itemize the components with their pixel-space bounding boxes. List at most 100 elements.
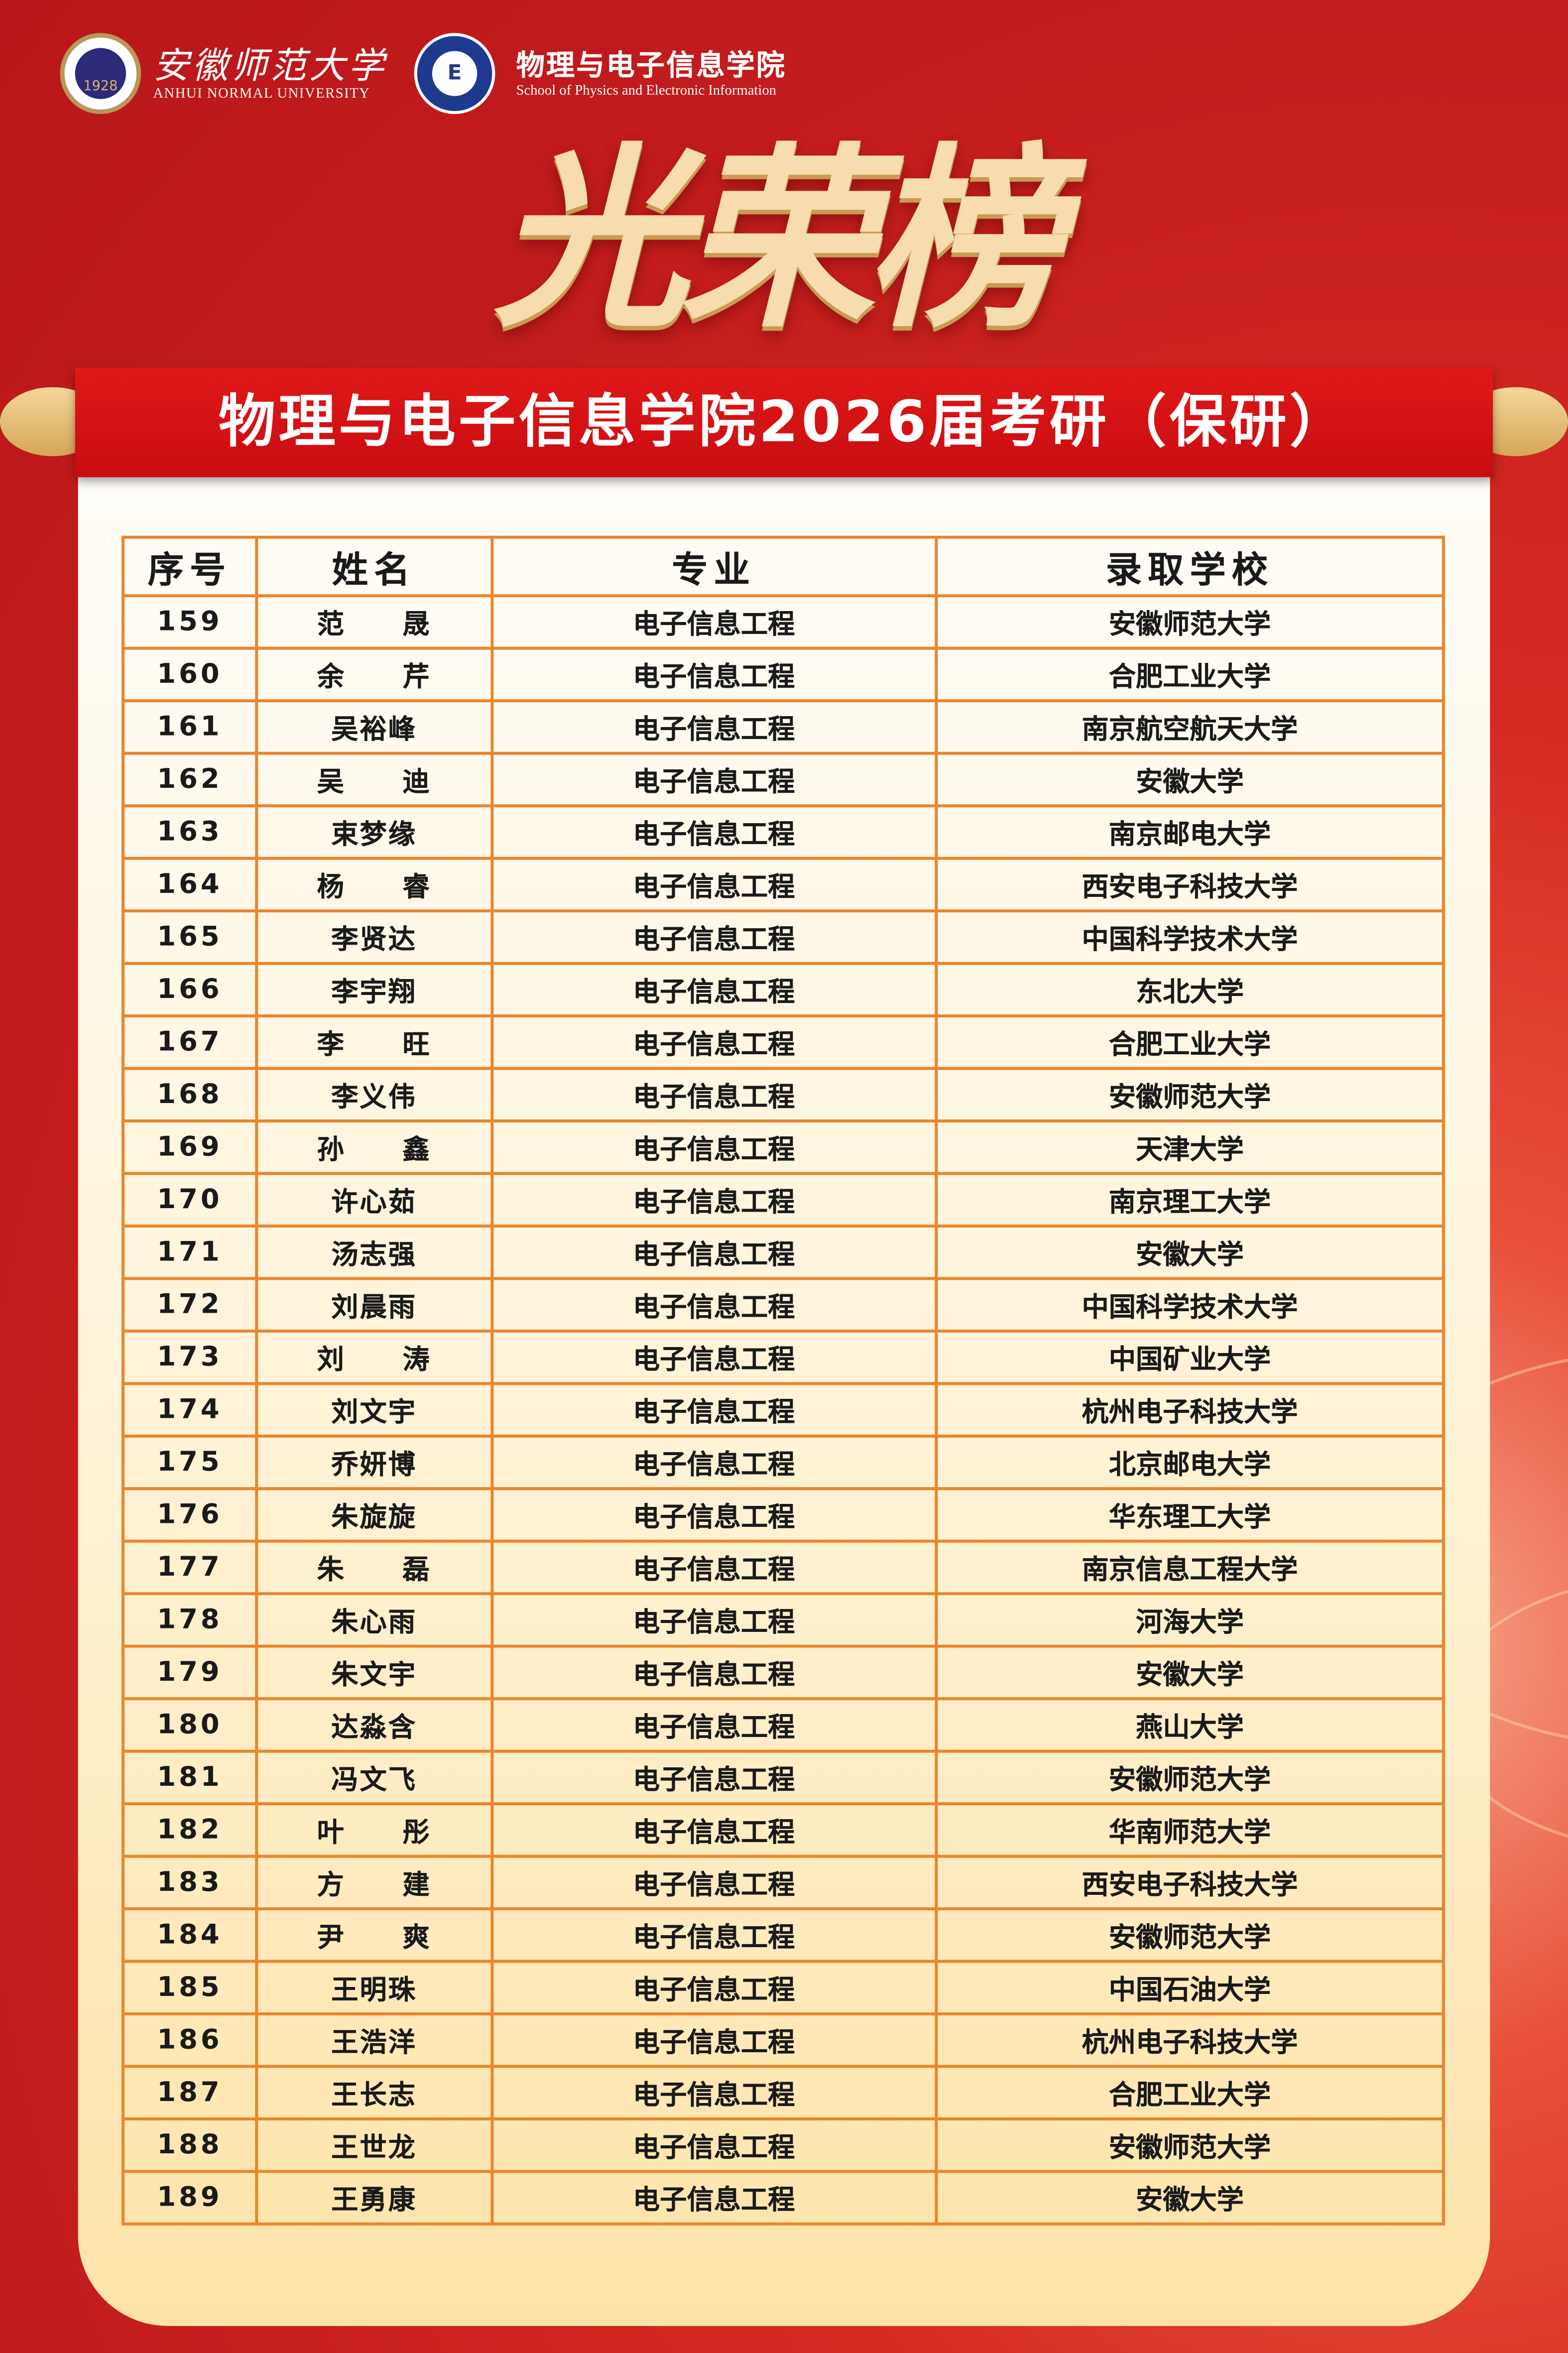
cell-name: 杨 睿	[254, 857, 493, 913]
cell-major: 电子信息工程	[490, 1907, 938, 1963]
cell-school: 天津大学	[934, 1119, 1445, 1175]
table-row: 172 刘晨雨 电子信息工程 中国科学技术大学	[121, 1277, 1445, 1333]
cell-major: 电子信息工程	[490, 1277, 938, 1333]
table-row: 166 李宇翔 电子信息工程 东北大学	[121, 962, 1445, 1018]
table-row: 162 吴 迪电子信息工程 安徽大学	[121, 751, 1445, 808]
header-school: 录取学校	[934, 535, 1445, 598]
cell-school: 南京邮电大学	[934, 804, 1445, 860]
table-row: 168 李义伟 电子信息工程 安徽师范大学	[121, 1067, 1445, 1123]
cell-school: 合肥工业大学	[934, 646, 1445, 703]
cell-school: 合肥工业大学	[934, 2065, 1445, 2120]
school-seal-icon: E	[414, 33, 495, 115]
table-row: 160 余 芹电子信息工程 合肥工业大学	[121, 646, 1445, 703]
table-row: 184 尹 爽电子信息工程 安徽师范大学	[121, 1907, 1445, 1963]
school-name-en: School of Physics and Electronic Informa…	[516, 84, 776, 99]
cell-school: 安徽师范大学	[934, 1749, 1445, 1806]
cell-major: 电子信息工程	[490, 1644, 938, 1701]
table-row: 179 朱文宇 电子信息工程 安徽大学	[121, 1644, 1445, 1701]
cell-index: 170	[121, 1172, 258, 1228]
table-header-row: 序号 姓名 专业 录取学校	[121, 535, 1445, 598]
cell-name: 李宇翔	[254, 962, 493, 1018]
cell-school: 华南师范大学	[934, 1802, 1445, 1858]
cell-index: 163	[121, 804, 258, 860]
table-row: 159 范 晟电子信息工程 安徽师范大学	[121, 594, 1445, 650]
cell-major: 电子信息工程	[490, 1119, 938, 1175]
cell-school: 中国科学技术大学	[934, 909, 1445, 965]
cell-index: 159	[121, 594, 258, 650]
cell-major: 电子信息工程	[490, 1329, 938, 1385]
cell-name: 汤志强	[254, 1224, 493, 1280]
cell-school: 南京航空航天大学	[934, 699, 1445, 755]
university-name-cn: 安徽师范大学	[153, 45, 387, 87]
cell-index: 168	[121, 1067, 258, 1123]
cell-school: 南京信息工程大学	[934, 1539, 1445, 1596]
cell-index: 188	[121, 2117, 258, 2173]
header-name: 姓名	[254, 535, 493, 598]
cell-major: 电子信息工程	[490, 857, 938, 913]
cell-school: 北京邮电大学	[934, 1434, 1445, 1490]
table-row: 186 王浩洋 电子信息工程 杭州电子科技大学	[121, 2012, 1445, 2068]
cell-index: 165	[121, 909, 258, 965]
table-row: 169 孙 鑫电子信息工程 天津大学	[121, 1119, 1445, 1175]
table-row: 170 许心茹 电子信息工程 南京理工大学	[121, 1172, 1445, 1228]
school-seal-mark: E	[432, 51, 478, 96]
cell-school: 安徽大学	[934, 2170, 1445, 2226]
cell-name: 吴 迪	[254, 751, 493, 808]
cell-index: 187	[121, 2065, 258, 2120]
table-row: 175 乔妍博 电子信息工程 北京邮电大学	[121, 1434, 1445, 1490]
table-row: 185 王明珠 电子信息工程 中国石油大学	[121, 1960, 1445, 2015]
cell-index: 162	[121, 751, 258, 808]
header-major: 专业	[490, 535, 938, 598]
cell-school: 安徽师范大学	[934, 1907, 1445, 1963]
school-name-cn: 物理与电子信息学院	[516, 49, 787, 83]
cell-name: 李义伟	[254, 1067, 493, 1123]
cell-index: 183	[121, 1855, 258, 1911]
table-row: 165 李贤达 电子信息工程 中国科学技术大学	[121, 909, 1445, 965]
cell-index: 177	[121, 1539, 258, 1596]
cell-major: 电子信息工程	[490, 699, 938, 755]
cell-major: 电子信息工程	[490, 1960, 938, 2015]
table-row: 176 朱旋旋 电子信息工程 华东理工大学	[121, 1487, 1445, 1543]
cell-index: 176	[121, 1487, 258, 1543]
cell-name: 乔妍博	[254, 1434, 493, 1490]
cell-major: 电子信息工程	[490, 646, 938, 703]
cell-name: 吴裕峰	[254, 699, 493, 755]
cell-school: 西安电子科技大学	[934, 857, 1445, 913]
cell-major: 电子信息工程	[490, 1802, 938, 1858]
cell-major: 电子信息工程	[490, 594, 938, 650]
cell-index: 175	[121, 1434, 258, 1490]
cell-school: 东北大学	[934, 962, 1445, 1018]
cell-school: 安徽大学	[934, 751, 1445, 808]
cell-school: 西安电子科技大学	[934, 1855, 1445, 1911]
cell-major: 电子信息工程	[490, 1697, 938, 1753]
cell-index: 161	[121, 699, 258, 755]
cell-major: 电子信息工程	[490, 2170, 938, 2226]
cell-index: 182	[121, 1802, 258, 1858]
cell-school: 杭州电子科技大学	[934, 1382, 1445, 1438]
cell-school: 安徽大学	[934, 1644, 1445, 1701]
cell-name: 朱旋旋	[254, 1487, 493, 1543]
table-row: 180 达淼含 电子信息工程 燕山大学	[121, 1697, 1445, 1753]
cell-name: 王浩洋	[254, 2012, 493, 2068]
header-logos: 1928 安徽师范大学 ANHUI NORMAL UNIVERSITY E 物理…	[60, 33, 787, 115]
cell-index: 189	[121, 2170, 258, 2226]
cell-index: 172	[121, 1277, 258, 1333]
table-row: 183 方 建电子信息工程 西安电子科技大学	[121, 1855, 1445, 1911]
cell-name: 许心茹	[254, 1172, 493, 1228]
cell-index: 169	[121, 1119, 258, 1175]
table-row: 187 王长志 电子信息工程 合肥工业大学	[121, 2065, 1445, 2120]
cell-major: 电子信息工程	[490, 1434, 938, 1490]
cell-major: 电子信息工程	[490, 1855, 938, 1911]
table-row: 161 吴裕峰 电子信息工程 南京航空航天大学	[121, 699, 1445, 755]
cell-major: 电子信息工程	[490, 2065, 938, 2120]
table-row: 173 刘 涛电子信息工程 中国矿业大学	[121, 1329, 1445, 1385]
cell-name: 达淼含	[254, 1697, 493, 1753]
cell-name: 叶 彤	[254, 1802, 493, 1858]
cell-name: 王世龙	[254, 2117, 493, 2173]
table-row: 171 汤志强 电子信息工程 安徽大学	[121, 1224, 1445, 1280]
cell-name: 束梦缘	[254, 804, 493, 860]
cell-school: 杭州电子科技大学	[934, 2012, 1445, 2068]
cell-name: 尹 爽	[254, 1907, 493, 1963]
cell-school: 合肥工业大学	[934, 1014, 1445, 1070]
cell-index: 186	[121, 2012, 258, 2068]
